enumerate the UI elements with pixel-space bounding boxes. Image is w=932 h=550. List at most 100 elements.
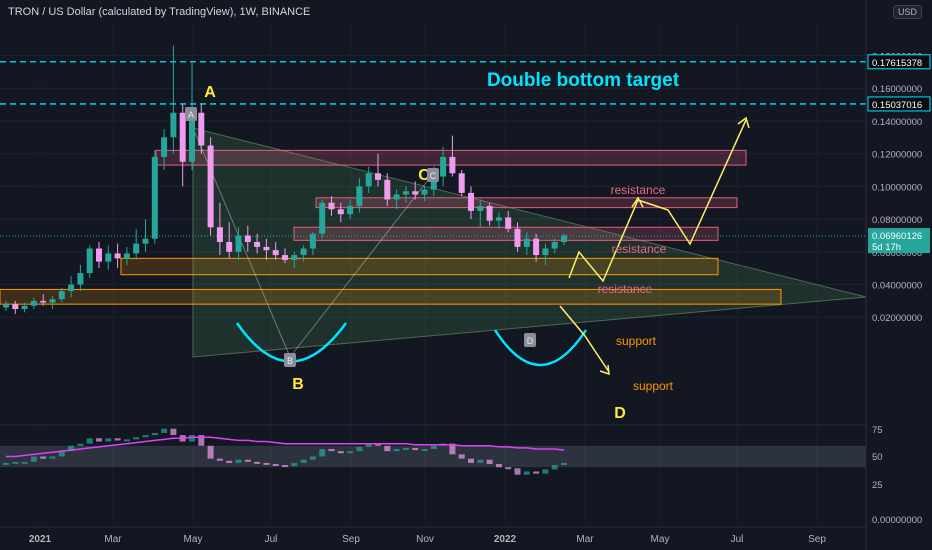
oscillator-bar [105,438,112,442]
resistance-label: resistance [612,242,667,256]
candle-body [468,192,474,211]
candle-body [161,137,168,157]
candle-body [170,112,177,138]
candle-body [3,304,9,308]
resistance-zone [315,197,738,209]
oscillator-bar [272,463,279,466]
candle-body [328,202,335,210]
oscillator-bar [458,454,465,459]
candle-body [254,241,261,247]
candle-body [49,299,56,303]
countdown-text: 5d 17h [872,242,901,253]
marker-box [185,107,197,121]
support-zone [0,288,782,305]
price-tick-label: 0.16000000 [872,84,922,95]
candle-body [449,156,456,174]
projection-paths [559,116,750,376]
marker-box [524,333,536,347]
candle-body [365,173,372,187]
candle-body [337,209,344,215]
oscillator-bar [151,432,158,436]
oscillator-bar [198,435,205,446]
candle-body [291,255,298,260]
candle-body [309,233,316,249]
oscillator-bar [282,465,288,468]
pattern-line [289,174,433,358]
oscillator-bar [123,439,130,442]
oscillator-bar [244,459,251,462]
candle-body [542,248,549,256]
chart-title: TRON / US Dollar (calculated by TradingV… [8,6,311,18]
oscillator-bar [309,456,316,460]
candle-body [133,243,140,254]
oscillator-bar [133,437,140,440]
oscillator-bar [375,443,381,446]
projection-arrowhead [631,196,644,208]
price-tick-label: 0.02000000 [872,313,922,324]
oscillator-bar [365,443,372,447]
price-tick-label: 0.12000000 [872,150,922,161]
target-title: Double bottom target [487,70,680,91]
candle-body [216,227,223,242]
oscillator-bar [523,471,530,475]
marker-B: B [284,353,296,367]
oscillator-bar [412,447,419,451]
oscillator-bar [328,449,335,452]
candle-body [272,250,279,256]
price-axis[interactable]: 0.180000000.160000000.140000000.12000000… [865,0,932,550]
price-tick-label: 0.10000000 [872,182,922,193]
candle-body [356,186,363,206]
candle-body [105,253,112,262]
price-tick-label: 0.04000000 [872,281,922,292]
marker-text: B [287,356,293,366]
candle-body [347,205,354,215]
candle-body [282,255,288,260]
oscillator-signal-line [6,436,565,458]
oscillator-bar [58,451,65,457]
time-axis[interactable]: 2021 Mar May Jul Sep Nov 2022 Mar May Jul Sep [0,526,866,545]
price-axis-bg [866,0,932,550]
oscillator-bar [384,445,391,452]
oscillator-bar [533,471,540,474]
time-tick-label: Mar [104,534,122,545]
point-A-label: A [204,84,216,101]
candle-body [523,238,530,247]
candles-layer [3,45,567,314]
candle-body [551,241,558,249]
marker-D: D [524,333,536,347]
candle-body [30,300,37,306]
marker-A: A [185,107,197,121]
oscillator-bar [40,456,47,459]
time-tick-label: Sep [342,534,360,545]
oscillator-bar [468,458,474,463]
candle-body [226,241,233,252]
oscillator-bar [514,468,521,475]
candle-body [533,238,540,256]
currency-button[interactable]: USD [892,5,922,19]
oscillator-bar [235,459,242,463]
oscillator-bar [189,435,195,442]
current-price-text: 0.06960126 [872,231,922,242]
projection-path-down [559,305,610,373]
projection-arrowhead [737,116,750,129]
oscillator-bar [96,438,102,442]
candle-body [263,246,270,251]
level-price-tag [867,96,931,112]
candle-body [514,228,521,247]
price-tick-label: 0.06000000 [872,248,922,259]
candle-body [189,112,195,162]
point-B-label: B [292,376,304,393]
oscillator-bar [486,459,493,464]
oscillator-pane [0,428,866,475]
candle-body [244,235,251,242]
oscillator-bar [561,462,567,466]
oscillator-bar [86,438,93,444]
oscillator-bar [114,438,121,441]
point-D-label: D [614,405,626,422]
candle-body [86,248,93,274]
candle-body [430,176,437,190]
candle-body [477,205,484,211]
oscillator-bar [347,451,354,454]
resistance-label: resistance [598,282,653,296]
